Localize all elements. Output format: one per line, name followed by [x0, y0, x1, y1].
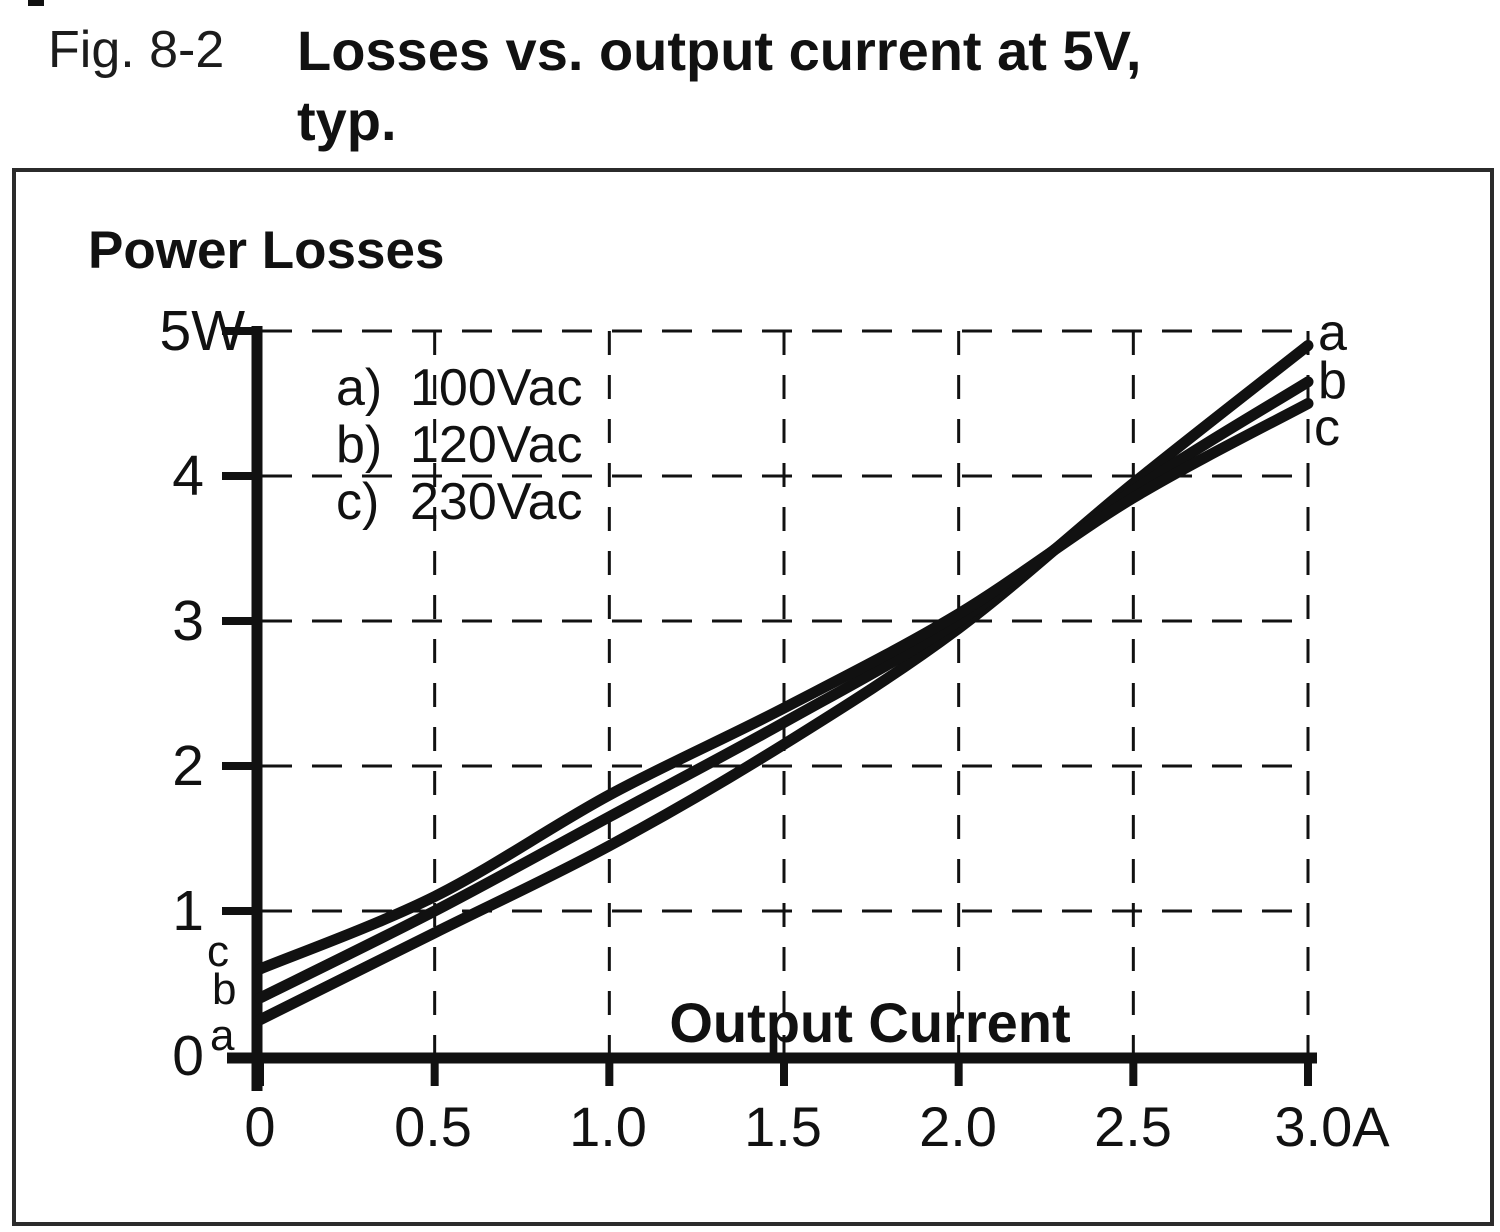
figure-number-label: Fig. 8-2 — [48, 21, 225, 79]
y-tick-label-3: 3 — [172, 589, 204, 653]
legend-row-a: a) 100Vac — [336, 360, 583, 417]
figure-title: Losses vs. output current at 5V, typ. — [297, 16, 1141, 156]
curve-b — [254, 376, 1314, 1004]
x-tick-label-1.0: 1.0 — [569, 1095, 647, 1158]
y-tick-label-4: 4 — [172, 444, 204, 508]
y-tick-label-5W: 5W — [159, 299, 246, 363]
x-tick-label-2.5: 2.5 — [1094, 1095, 1172, 1158]
curve-a — [254, 340, 1314, 1026]
y-tick-label-0: 0 — [172, 1024, 204, 1088]
legend-row-c: c) 230Vac — [336, 474, 583, 531]
curve-label-left-c: c — [207, 927, 229, 976]
x-tick-label-3.0A: 3.0A — [1274, 1095, 1390, 1158]
x-tick-label-2.0: 2.0 — [919, 1095, 997, 1158]
legend-key: c) — [336, 473, 380, 531]
legend-key: b) — [336, 416, 383, 474]
x-tick-label-1.5: 1.5 — [744, 1095, 822, 1158]
y-axis-title: Power Losses — [88, 221, 445, 280]
legend-key: a) — [336, 359, 383, 417]
x-axis-title: Output Current — [669, 991, 1071, 1054]
figure-title-line1: Losses vs. output current at 5V, — [297, 19, 1142, 82]
figure-title-line2: typ. — [297, 89, 397, 152]
curve-label-right-c: c — [1314, 399, 1340, 457]
legend-value: 100Vac — [410, 359, 583, 417]
curve-c — [254, 398, 1314, 975]
scan-artifact-mark — [28, 0, 44, 6]
legend-value: 230Vac — [410, 473, 583, 531]
y-tick-label-1: 1 — [172, 879, 204, 943]
curve-label-left-b: b — [212, 965, 237, 1014]
curve-label-left-a: a — [210, 1011, 235, 1060]
chart-legend: a) 100Vac b) 120Vac c) 230Vac — [336, 360, 583, 531]
curve-label-right-b: b — [1318, 352, 1347, 410]
legend-value: 120Vac — [410, 416, 583, 474]
legend-row-b: b) 120Vac — [336, 417, 583, 474]
x-tick-label-0.5: 0.5 — [394, 1095, 472, 1158]
curve-label-right-a: a — [1318, 304, 1347, 362]
y-tick-label-2: 2 — [172, 734, 204, 798]
x-tick-label-0: 0 — [244, 1095, 276, 1158]
